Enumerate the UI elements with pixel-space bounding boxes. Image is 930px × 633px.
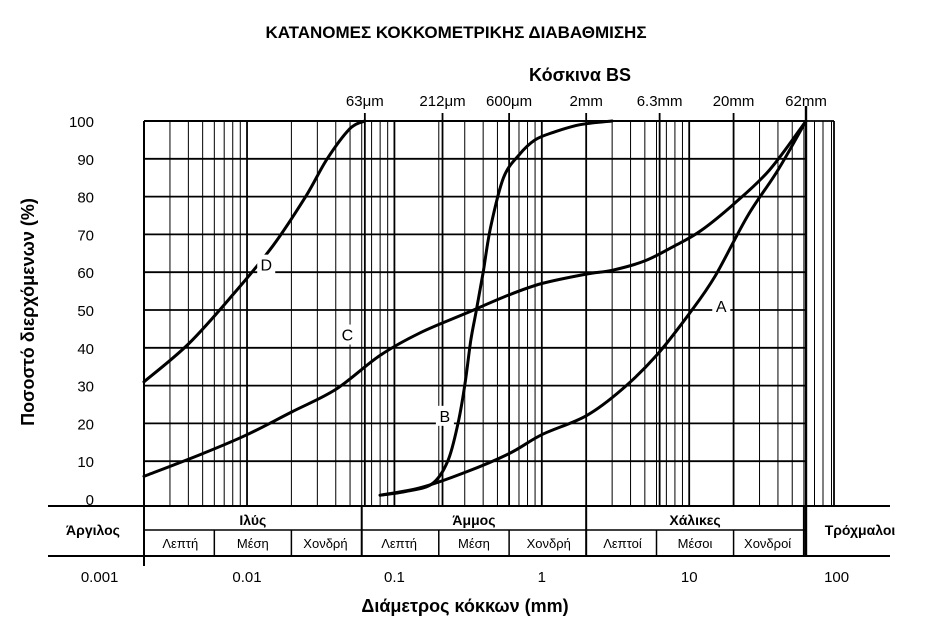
class-group-name: Ιλύς	[239, 512, 266, 528]
x-axis-label: Διάμετρος κόκκων (mm)	[361, 596, 568, 616]
sieve-label: 212μm	[419, 93, 465, 110]
x-tick-label: 0.001	[81, 569, 119, 586]
x-tick-label: 10	[681, 569, 698, 586]
class-sub-name: Χονδροί	[744, 536, 791, 551]
y-axis-label: Ποσοστό διερχόμενων (%)	[18, 198, 38, 426]
x-tick-label: 0.01	[232, 569, 261, 586]
sieve-label: 2mm	[570, 93, 603, 110]
series-line-D	[142, 119, 367, 384]
y-tick-label: 20	[77, 416, 94, 433]
series-label-C: C	[342, 328, 354, 345]
series-label-A: A	[716, 299, 727, 316]
sieve-label: 6.3mm	[637, 93, 683, 110]
series-line-A	[378, 119, 808, 497]
series-label-B: B	[440, 409, 451, 426]
class-sub-name: Χονδρή	[527, 536, 571, 551]
class-sub-name: Μέση	[237, 536, 269, 551]
class-sub-name: Χονδρή	[303, 536, 347, 551]
series-label-bg-D	[257, 254, 276, 275]
series-label-D: D	[260, 258, 272, 275]
grid	[143, 106, 835, 566]
axis-ticks: 0 10 20 30 40 50 60 70 80 90 100 63μm 212μm 600μm 2mm 6…	[69, 93, 849, 586]
y-tick-label: 40	[77, 341, 94, 358]
chart-title: ΚΑΤΑΝΟΜΕΣ ΚΟΚΚΟΜΕΤΡΙΚΗΣ ΔΙΑΒΑΘΜΙΣΗΣ	[265, 23, 646, 42]
class-sub-name: Λεπτή	[162, 536, 198, 551]
sieve-label: 600μm	[486, 93, 532, 110]
class-sub-name: Μέση	[458, 536, 490, 551]
series-group: A B C D	[142, 119, 808, 497]
y-tick-label: 50	[77, 303, 94, 320]
y-tick-label: 10	[77, 454, 94, 471]
sieve-label: 63μm	[346, 93, 384, 110]
class-clay: Άργιλος	[66, 522, 120, 538]
x-tick-label: 0.1	[384, 569, 405, 586]
y-tick-label: 0	[86, 492, 94, 509]
series-label-bg-C	[338, 324, 357, 345]
y-tick-label: 70	[77, 227, 94, 244]
class-group-name: Χάλικες	[669, 512, 720, 528]
classification-bar: Άργιλος Τρόχμαλοι Ιλύς Λεπτή Μέση Χονδρή Άμμος…	[48, 505, 896, 557]
y-tick-label: 100	[69, 114, 94, 131]
y-tick-label: 90	[77, 152, 94, 169]
y-tick-label: 60	[77, 265, 94, 282]
sieve-label: 20mm	[713, 93, 755, 110]
class-boulders: Τρόχμαλοι	[825, 522, 896, 538]
class-sub-name: Λεπτοί	[603, 536, 642, 551]
class-sub-name: Λεπτή	[381, 536, 417, 551]
sieve-label: 62mm	[785, 93, 827, 110]
series-line-C	[142, 119, 808, 478]
y-tick-label: 80	[77, 190, 94, 207]
series-label-bg-A	[712, 296, 731, 317]
class-sub-name: Μέσοι	[678, 536, 713, 551]
class-group-name: Άμμος	[452, 512, 495, 528]
sieve-axis-title: Κόσκινα BS	[529, 65, 631, 85]
x-tick-label: 1	[538, 569, 546, 586]
series-label-bg-B	[435, 405, 454, 426]
y-tick-label: 30	[77, 379, 94, 396]
series-line-B	[378, 119, 614, 497]
x-tick-label: 100	[824, 569, 849, 586]
